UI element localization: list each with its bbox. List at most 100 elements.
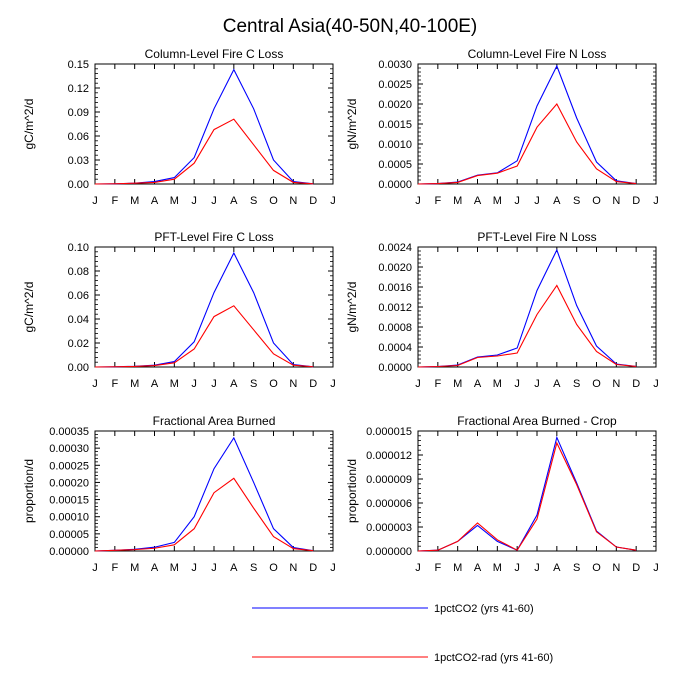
x-tick-label: A — [230, 562, 238, 574]
x-tick-label: M — [170, 562, 179, 574]
x-tick-label: N — [289, 195, 297, 207]
x-tick-label: M — [493, 562, 502, 574]
x-tick-label: O — [269, 195, 278, 207]
x-tick-label: A — [230, 378, 238, 390]
series-line-1pctco2-rad — [94, 118, 314, 185]
y-tick-label: 0.00005 — [49, 529, 89, 541]
x-tick-label: F — [111, 195, 118, 207]
x-tick-label: J — [415, 562, 421, 574]
y-tick-label: 0.0008 — [378, 322, 412, 334]
series-line-1pctco2-rad — [417, 441, 637, 552]
x-tick-label: F — [434, 378, 441, 390]
x-tick-label: S — [573, 562, 580, 574]
x-tick-label: S — [573, 378, 580, 390]
y-tick-label: 0.0025 — [378, 79, 412, 91]
x-tick-label: M — [453, 562, 462, 574]
panel-title: Fractional Area Burned — [153, 414, 276, 428]
y-tick-label: 0.0020 — [378, 99, 412, 111]
legend: 1pctCO2 (yrs 41-60) 1pctCO2-rad (yrs 41-6… — [252, 603, 553, 664]
x-tick-label: M — [130, 195, 139, 207]
y-tick-label: 0.0024 — [378, 242, 412, 254]
x-tick-label: J — [653, 562, 659, 574]
x-tick-label: A — [474, 562, 482, 574]
y-tick-label: 0.000015 — [366, 426, 412, 438]
y-tick-label: 0.0010 — [378, 139, 412, 151]
chart-panel-6: J F M A M J J A S O N D J0.0000000.0000030.0000060.0… — [345, 414, 659, 574]
x-tick-label: A — [553, 562, 561, 574]
x-tick-label: J — [534, 378, 540, 390]
y-tick-label: 0.15 — [68, 59, 89, 71]
legend-label-1pctco2-rad: 1pctCO2-rad (yrs 41-60) — [434, 652, 553, 664]
series-line-1pctco2 — [417, 64, 637, 185]
x-tick-label: D — [632, 378, 640, 390]
series-line-1pctco2 — [417, 248, 637, 368]
x-tick-label: A — [553, 195, 561, 207]
y-tick-label: 0.0000 — [378, 179, 412, 191]
x-tick-label: J — [330, 195, 336, 207]
x-tick-label: J — [330, 378, 336, 390]
x-tick-label: F — [434, 195, 441, 207]
x-tick-label: A — [151, 562, 159, 574]
y-tick-label: 0.0015 — [378, 119, 412, 131]
x-tick-label: M — [130, 378, 139, 390]
y-tick-label: 0.00025 — [49, 460, 89, 472]
y-tick-label: 0.00015 — [49, 495, 89, 507]
x-tick-label: O — [592, 562, 601, 574]
x-tick-label: A — [474, 195, 482, 207]
y-tick-label: 0.02 — [68, 338, 89, 350]
x-tick-label: J — [534, 195, 540, 207]
plot-frame — [417, 430, 657, 552]
x-tick-label: D — [309, 195, 317, 207]
y-tick-label: 0.00035 — [49, 426, 89, 438]
y-tick-label: 0.0000 — [378, 362, 412, 374]
y-tick-label: 0.000009 — [366, 474, 412, 486]
series-line-1pctco2 — [94, 251, 314, 368]
x-tick-label: O — [269, 562, 278, 574]
x-tick-label: A — [553, 378, 561, 390]
y-tick-label: 0.00030 — [49, 443, 89, 455]
x-tick-label: M — [453, 195, 462, 207]
plot-frame — [417, 246, 657, 368]
y-tick-label: 0.04 — [68, 314, 89, 326]
x-tick-label: J — [92, 562, 98, 574]
x-tick-label: J — [92, 195, 98, 207]
panel-title: PFT-Level Fire N Loss — [477, 230, 596, 244]
x-tick-label: S — [250, 562, 257, 574]
y-tick-label: 0.00 — [68, 179, 89, 191]
x-tick-label: M — [493, 195, 502, 207]
y-tick-label: 0.0030 — [378, 59, 412, 71]
x-tick-label: D — [309, 378, 317, 390]
x-tick-label: D — [309, 562, 317, 574]
chart-panel-2: J F M A M J J A S O N D J0.00000.00050.00100.00150.0… — [345, 47, 659, 207]
x-tick-label: A — [151, 195, 159, 207]
x-tick-label: N — [612, 378, 620, 390]
y-tick-label: 0.00020 — [49, 477, 89, 489]
x-tick-label: O — [269, 378, 278, 390]
panel-title: Column-Level Fire C Loss — [145, 47, 284, 61]
y-tick-label: 0.06 — [68, 290, 89, 302]
y-tick-label: 0.12 — [68, 83, 89, 95]
y-tick-label: 0.000006 — [366, 498, 412, 510]
plot-frame — [94, 246, 334, 368]
x-tick-label: J — [514, 378, 520, 390]
x-tick-label: J — [514, 562, 520, 574]
x-tick-label: N — [289, 562, 297, 574]
series-line-1pctco2-rad — [94, 305, 314, 368]
y-tick-label: 0.000000 — [366, 546, 412, 558]
y-axis-label: gN/m^2/d — [345, 282, 359, 333]
x-tick-label: D — [632, 562, 640, 574]
panel-title: Column-Level Fire N Loss — [468, 47, 607, 61]
x-tick-label: J — [191, 378, 197, 390]
y-axis-label: proportion/d — [345, 459, 359, 523]
x-tick-label: D — [632, 195, 640, 207]
series-line-1pctco2 — [94, 68, 314, 185]
x-tick-label: O — [592, 378, 601, 390]
x-tick-label: A — [474, 378, 482, 390]
chart-panel-5: J F M A M J J A S O N D J0.000000.000050.000100.0001… — [22, 414, 336, 574]
series-line-1pctco2-rad — [417, 103, 637, 185]
y-tick-label: 0.0004 — [378, 342, 412, 354]
y-axis-label: gN/m^2/d — [345, 99, 359, 150]
y-tick-label: 0.00 — [68, 362, 89, 374]
x-tick-label: A — [230, 195, 238, 207]
